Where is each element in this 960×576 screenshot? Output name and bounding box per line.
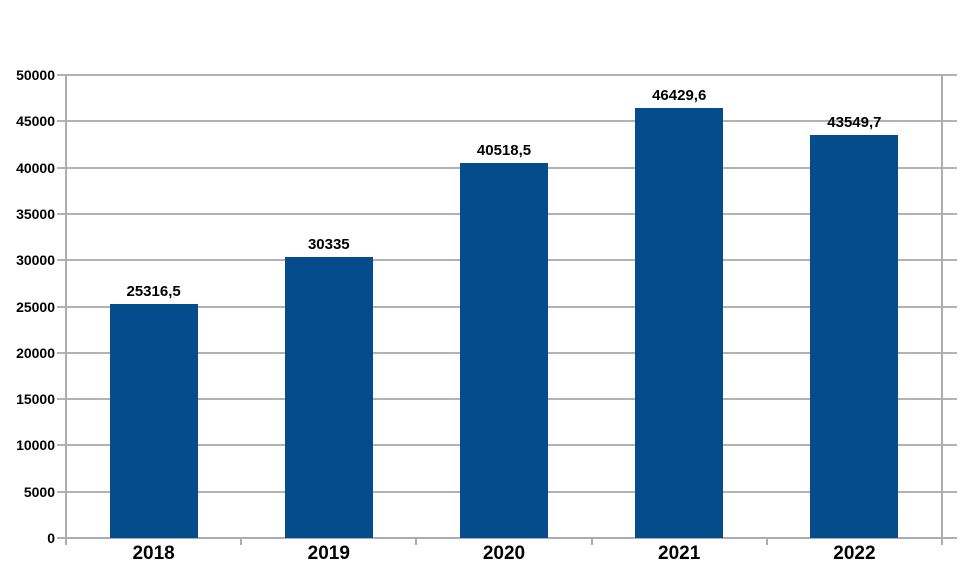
x-axis-tick (415, 538, 418, 545)
bar-value-label: 40518,5 (476, 141, 532, 159)
bar-value-label: 43549,7 (827, 113, 882, 131)
bar-value-label: 46429,6 (652, 87, 707, 105)
y-axis-tick-label: 20000 (16, 344, 55, 361)
y-axis-tick-label: 15000 (16, 391, 55, 408)
bar (460, 162, 548, 538)
y-axis-tick-label: 25000 (16, 298, 55, 315)
bar (284, 257, 373, 538)
y-axis-tick-label: 50000 (16, 67, 55, 83)
y-axis-tick-label: 10000 (16, 437, 55, 454)
x-axis-tick (240, 538, 243, 545)
y-gridline (57, 74, 957, 76)
x-axis-tick-label: 2022 (833, 543, 876, 564)
x-axis-tick (765, 538, 768, 545)
bar (810, 134, 899, 538)
y-axis-tick-label: 40000 (16, 159, 55, 176)
x-axis-tick (941, 538, 943, 545)
y-axis-tick-label: 35000 (16, 205, 55, 222)
plot-right-border (941, 75, 943, 545)
x-axis-tick-label: 2018 (132, 543, 175, 564)
y-axis-tick-label: 5000 (23, 483, 55, 500)
x-axis-tick (590, 538, 593, 545)
y-gridline (57, 537, 957, 539)
x-axis-tick-label: 2021 (658, 543, 701, 564)
y-axis-tick-label: 45000 (16, 113, 55, 130)
x-axis-tick-label: 2020 (482, 543, 526, 564)
y-axis-line (65, 75, 67, 545)
y-axis-tick-label: 0 (47, 530, 55, 546)
bar-value-label: 25316,5 (126, 282, 181, 300)
bar (635, 108, 724, 538)
y-gridline (57, 120, 957, 123)
bar (109, 303, 198, 538)
x-axis-tick-label: 2019 (307, 543, 350, 564)
y-axis-tick-label: 30000 (16, 252, 55, 269)
bar-value-label: 30335 (307, 236, 350, 254)
